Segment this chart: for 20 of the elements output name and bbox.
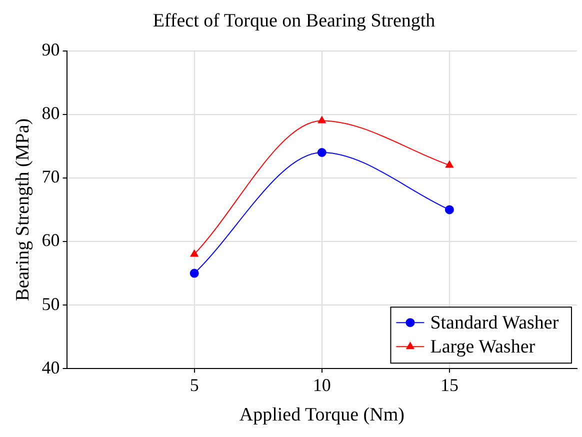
chart-title: Effect of Torque on Bearing Strength xyxy=(152,10,436,32)
y-tick-label: 80 xyxy=(42,103,60,124)
y-tick-label: 40 xyxy=(42,357,60,378)
legend-label: Large Washer xyxy=(430,336,536,358)
x-tick-label: 5 xyxy=(190,375,199,396)
y-axis-title: Bearing Strength (MPa) xyxy=(12,118,34,301)
point xyxy=(444,205,454,214)
point xyxy=(190,268,199,278)
x-tick-label: 15 xyxy=(440,375,458,396)
point xyxy=(318,116,326,124)
x-tick-label: 10 xyxy=(312,375,331,396)
x-axis-title: Applied Torque (Nm) xyxy=(239,404,404,426)
y-tick-label: 70 xyxy=(42,166,60,187)
point xyxy=(190,250,198,257)
y-tick-label: 50 xyxy=(42,294,60,314)
point xyxy=(317,148,326,157)
y-tick-label: 60 xyxy=(42,230,60,250)
legend-label: Standard Washer xyxy=(430,312,560,334)
y-tick-label: 90 xyxy=(42,40,60,60)
point xyxy=(445,160,454,168)
